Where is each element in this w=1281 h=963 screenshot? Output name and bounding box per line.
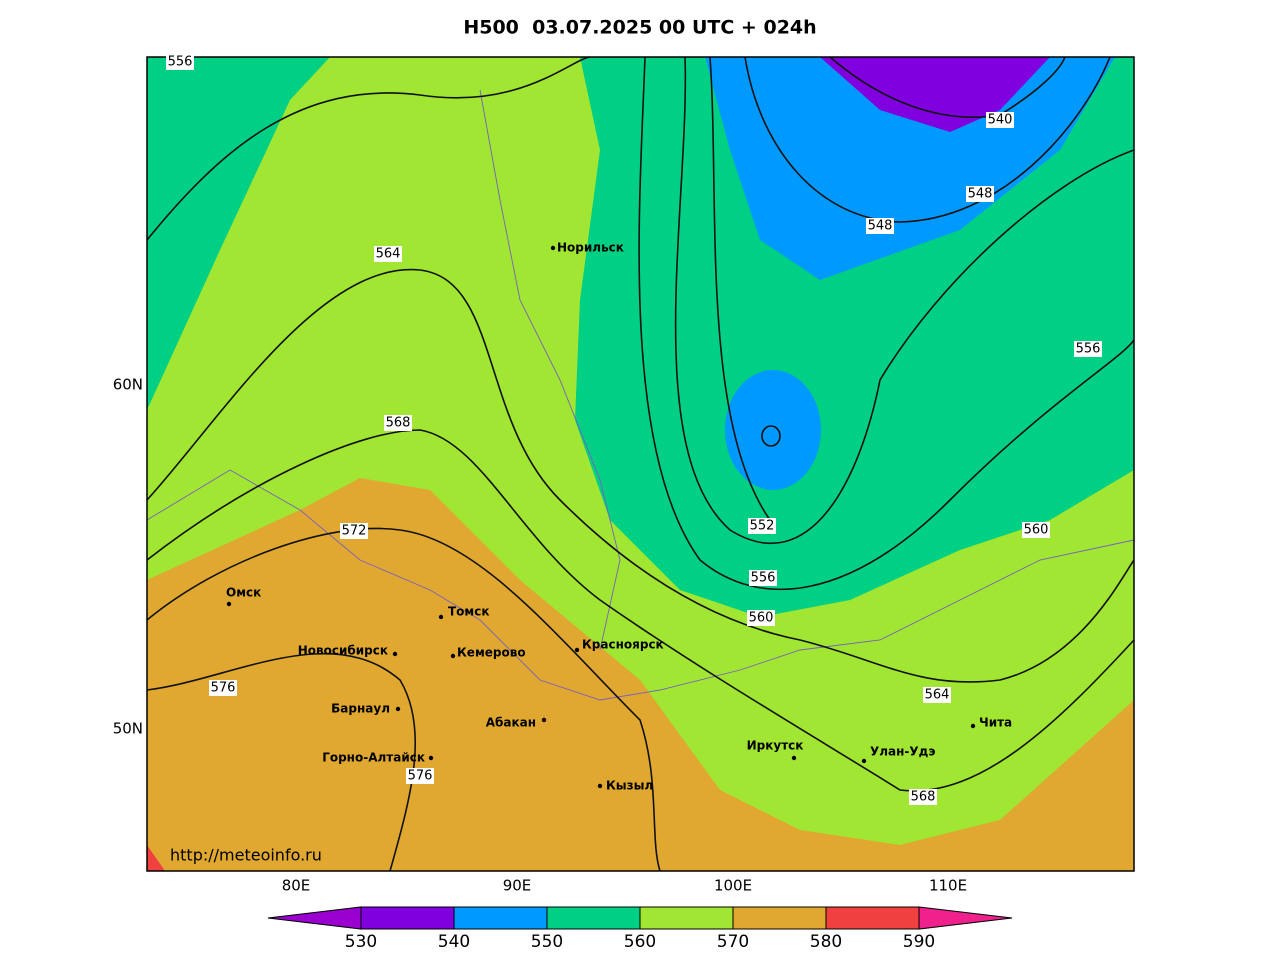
latitude-label: 50N <box>113 720 143 738</box>
contour-label: 556 <box>168 55 193 70</box>
colorbar-segment <box>639 906 734 930</box>
longitude-label: 80E <box>282 877 311 895</box>
colorbar-extend <box>267 906 362 930</box>
contour-label-box <box>923 687 951 703</box>
city-dot <box>550 245 556 251</box>
city-dot <box>428 755 434 761</box>
city-dot <box>395 706 401 712</box>
contour-line <box>146 56 591 241</box>
field-550-560 <box>147 57 330 410</box>
contour-line <box>146 429 1135 792</box>
contour-label: 552 <box>750 519 775 534</box>
city-dot <box>791 755 797 761</box>
city-dot <box>226 601 232 607</box>
city-label: Чита <box>979 716 1012 730</box>
contour-line <box>744 56 1111 223</box>
contour-label-box <box>166 54 194 70</box>
contour-label: 556 <box>751 571 776 586</box>
city-dot <box>597 783 603 789</box>
colorbar-segment <box>546 906 641 930</box>
colorbar-segment <box>732 906 827 930</box>
country-border <box>479 89 621 651</box>
city-label: Барнаул <box>331 702 390 716</box>
contour-label: 564 <box>925 688 950 703</box>
colorbar-segment <box>360 906 455 930</box>
contour-label-box <box>966 186 994 202</box>
city-label: Улан-Удэ <box>870 745 935 759</box>
contour-label-box <box>406 768 434 784</box>
contour-label: 560 <box>1024 523 1049 538</box>
colorbar-extend <box>918 906 1013 930</box>
contour-label-box <box>1022 522 1050 538</box>
contour-label: 548 <box>968 187 993 202</box>
contour-line <box>638 56 1135 591</box>
city-label: Иркутск <box>747 739 804 753</box>
city-dot <box>541 717 547 723</box>
contour-label-box <box>384 415 412 431</box>
contour-label: 564 <box>376 247 401 262</box>
contour-label-box <box>209 680 237 696</box>
contour-line <box>674 56 1135 544</box>
contour-line <box>146 527 661 872</box>
colorbar-tick-label: 570 <box>717 932 749 952</box>
field-580-590 <box>147 845 165 871</box>
country-border <box>146 469 1135 701</box>
city-label: Новосибирск <box>298 644 388 658</box>
colorbar-tick-label: 560 <box>624 932 656 952</box>
colorbar-tick-label: 550 <box>531 932 563 952</box>
contour-label-box <box>374 246 402 262</box>
contour-label: 568 <box>911 790 936 805</box>
chart-title: H500 03.07.2025 00 UTC + 024h <box>463 17 816 39</box>
city-dot <box>574 647 580 653</box>
city-dot <box>438 614 444 620</box>
contour-label: 548 <box>868 219 893 234</box>
city-label: Омск <box>226 586 261 600</box>
contour-label-box <box>909 789 937 805</box>
contour-line <box>146 268 1135 683</box>
contour-label-box <box>1074 341 1102 357</box>
city-label: Кызыл <box>606 779 653 793</box>
contour-label: 576 <box>408 769 433 784</box>
contour-label: 572 <box>342 524 367 539</box>
contour-label: 560 <box>749 611 774 626</box>
contour-line <box>146 652 416 872</box>
map-frame <box>146 56 1135 872</box>
contour-label: 568 <box>386 416 411 431</box>
city-label: Горно-Алтайск <box>322 751 425 765</box>
contour-label-box <box>340 523 368 539</box>
colorbar-tick-label: 540 <box>438 932 470 952</box>
city-dot <box>450 653 456 659</box>
contour-label-box <box>866 218 894 234</box>
contour-label-box <box>749 570 777 586</box>
contour-label-box <box>748 518 776 534</box>
contour-label: 540 <box>988 113 1013 128</box>
contour-line <box>761 425 781 447</box>
colorbar-tick-label: 580 <box>810 932 842 952</box>
colorbar-tick-label: 590 <box>903 932 935 952</box>
field-540-550 <box>725 370 821 490</box>
city-label: Абакан <box>486 716 536 730</box>
city-label: Норильск <box>557 241 624 255</box>
longitude-label: 100E <box>714 877 752 895</box>
map-area <box>146 56 1135 872</box>
source-url: http://meteoinfo.ru <box>170 846 322 865</box>
colorbar-segment <box>453 906 548 930</box>
city-label: Кемерово <box>457 646 526 660</box>
contour-label: 576 <box>211 681 236 696</box>
latitude-label: 60N <box>113 376 143 394</box>
longitude-label: 90E <box>503 877 532 895</box>
city-dot <box>861 758 867 764</box>
colorbar-segment <box>825 906 920 930</box>
contour-label: 556 <box>1076 342 1101 357</box>
longitude-label: 110E <box>929 877 967 895</box>
city-dot <box>392 651 398 657</box>
contour-label-box <box>986 112 1014 128</box>
contour-line <box>709 56 771 521</box>
city-dot <box>970 723 976 729</box>
city-label: Красноярск <box>582 638 664 652</box>
colorbar-tick-label: 530 <box>345 932 377 952</box>
contour-label-box <box>747 610 775 626</box>
city-label: Томск <box>448 605 490 619</box>
